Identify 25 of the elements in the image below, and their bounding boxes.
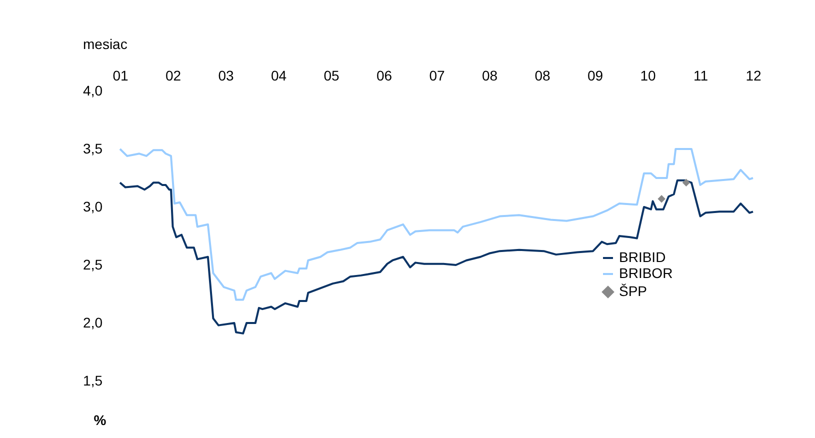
y-tick-label: 4,0 xyxy=(83,82,103,98)
x-tick-label: 04 xyxy=(270,68,287,84)
x-tick-label: 08 xyxy=(534,68,550,84)
x-tick-label: 08 xyxy=(482,68,498,84)
x-tick-label: 05 xyxy=(324,68,340,84)
x-tick-label: 06 xyxy=(376,68,392,84)
y-tick-label: 2,0 xyxy=(83,314,103,330)
x-tick-label: 11 xyxy=(693,68,708,84)
x-tick-label: 03 xyxy=(218,68,234,84)
x-tick-label: 01 xyxy=(112,68,128,84)
line-series xyxy=(119,179,754,334)
x-tick-label: 07 xyxy=(429,68,445,84)
legend-label: BRIBID xyxy=(619,249,666,265)
x-tick-label: 10 xyxy=(640,68,656,84)
y-axis-title: % xyxy=(94,412,107,428)
x-tick-label: 02 xyxy=(165,68,182,84)
legend-label: ŠPP xyxy=(619,283,648,299)
x-axis-title: mesiac xyxy=(83,36,128,52)
y-tick-label: 3,5 xyxy=(83,140,103,156)
y-tick-label: 2,5 xyxy=(83,256,103,272)
x-tick-label: 09 xyxy=(587,68,604,84)
legend-label: BRIBOR xyxy=(619,265,673,281)
x-tick-label: 12 xyxy=(746,68,762,84)
y-tick-label: 3,0 xyxy=(83,198,103,214)
y-tick-label: 1,5 xyxy=(83,372,103,388)
